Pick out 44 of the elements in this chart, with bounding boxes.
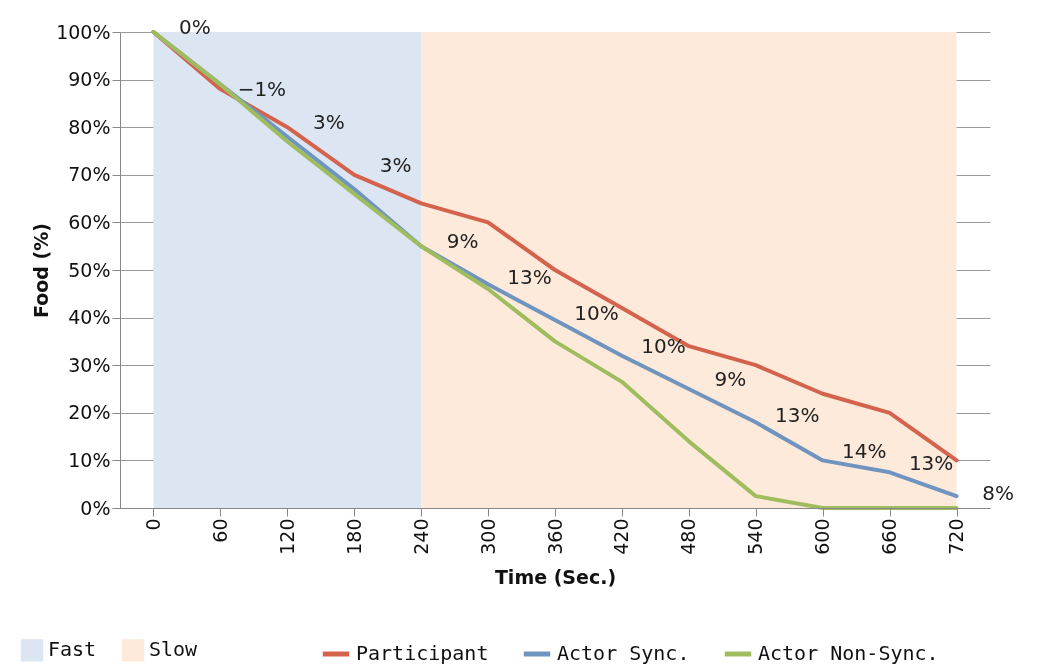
y-tick-label: 60% — [68, 210, 111, 233]
y-axis-title: Food (%) — [30, 223, 53, 318]
y-tick-label: 90% — [68, 68, 111, 91]
annotation: 0% — [179, 15, 211, 39]
annotation: 8% — [982, 481, 1014, 506]
x-tick-label: 720 — [945, 518, 968, 555]
y-tick-label: 80% — [68, 115, 111, 138]
x-tick-label: 420 — [610, 518, 633, 555]
x-tick-label: 180 — [342, 518, 365, 555]
y-tick-label: 100% — [56, 20, 111, 43]
legend-label: Slow — [149, 637, 199, 662]
annotation: 9% — [714, 367, 747, 392]
legend-label: Participant — [356, 641, 489, 665]
y-tick-label: 0% — [80, 496, 111, 519]
x-tick-label: 540 — [744, 518, 767, 555]
annotation: 3% — [379, 153, 412, 178]
x-tick-label: 660 — [878, 518, 901, 555]
x-axis-title: Time (Sec.) — [494, 565, 617, 588]
x-tick-label: 600 — [811, 518, 834, 555]
annotation: 13% — [908, 450, 954, 475]
annotation: 3% — [312, 110, 345, 135]
x-tick-label: 360 — [543, 518, 566, 555]
legend-label: Fast — [48, 637, 97, 662]
y-tick-label: 20% — [68, 401, 111, 424]
annotation: 14% — [841, 438, 887, 463]
x-tick-label: 120 — [275, 518, 298, 555]
x-tick-label: 0 — [141, 518, 164, 531]
y-tick-label: 10% — [68, 448, 111, 471]
x-tick-label: 240 — [409, 518, 432, 555]
legend-label: Actor Non-Sync. — [758, 641, 939, 665]
y-tick-label: 50% — [68, 258, 111, 281]
annotation: 10% — [641, 333, 686, 358]
annotation: −1% — [237, 76, 287, 101]
y-tick-label: 30% — [68, 353, 111, 376]
y-tick-label: 40% — [68, 306, 111, 329]
annotation: 9% — [446, 229, 479, 254]
legend-label: Actor Sync. — [557, 641, 690, 665]
annotation: 13% — [507, 264, 552, 289]
annotation: 13% — [775, 402, 820, 427]
x-tick-label: 60 — [208, 518, 231, 543]
x-tick-label: 300 — [476, 518, 499, 555]
annotation: 10% — [574, 300, 619, 325]
y-tick-label: 70% — [68, 163, 111, 186]
x-tick-label: 480 — [677, 518, 700, 555]
